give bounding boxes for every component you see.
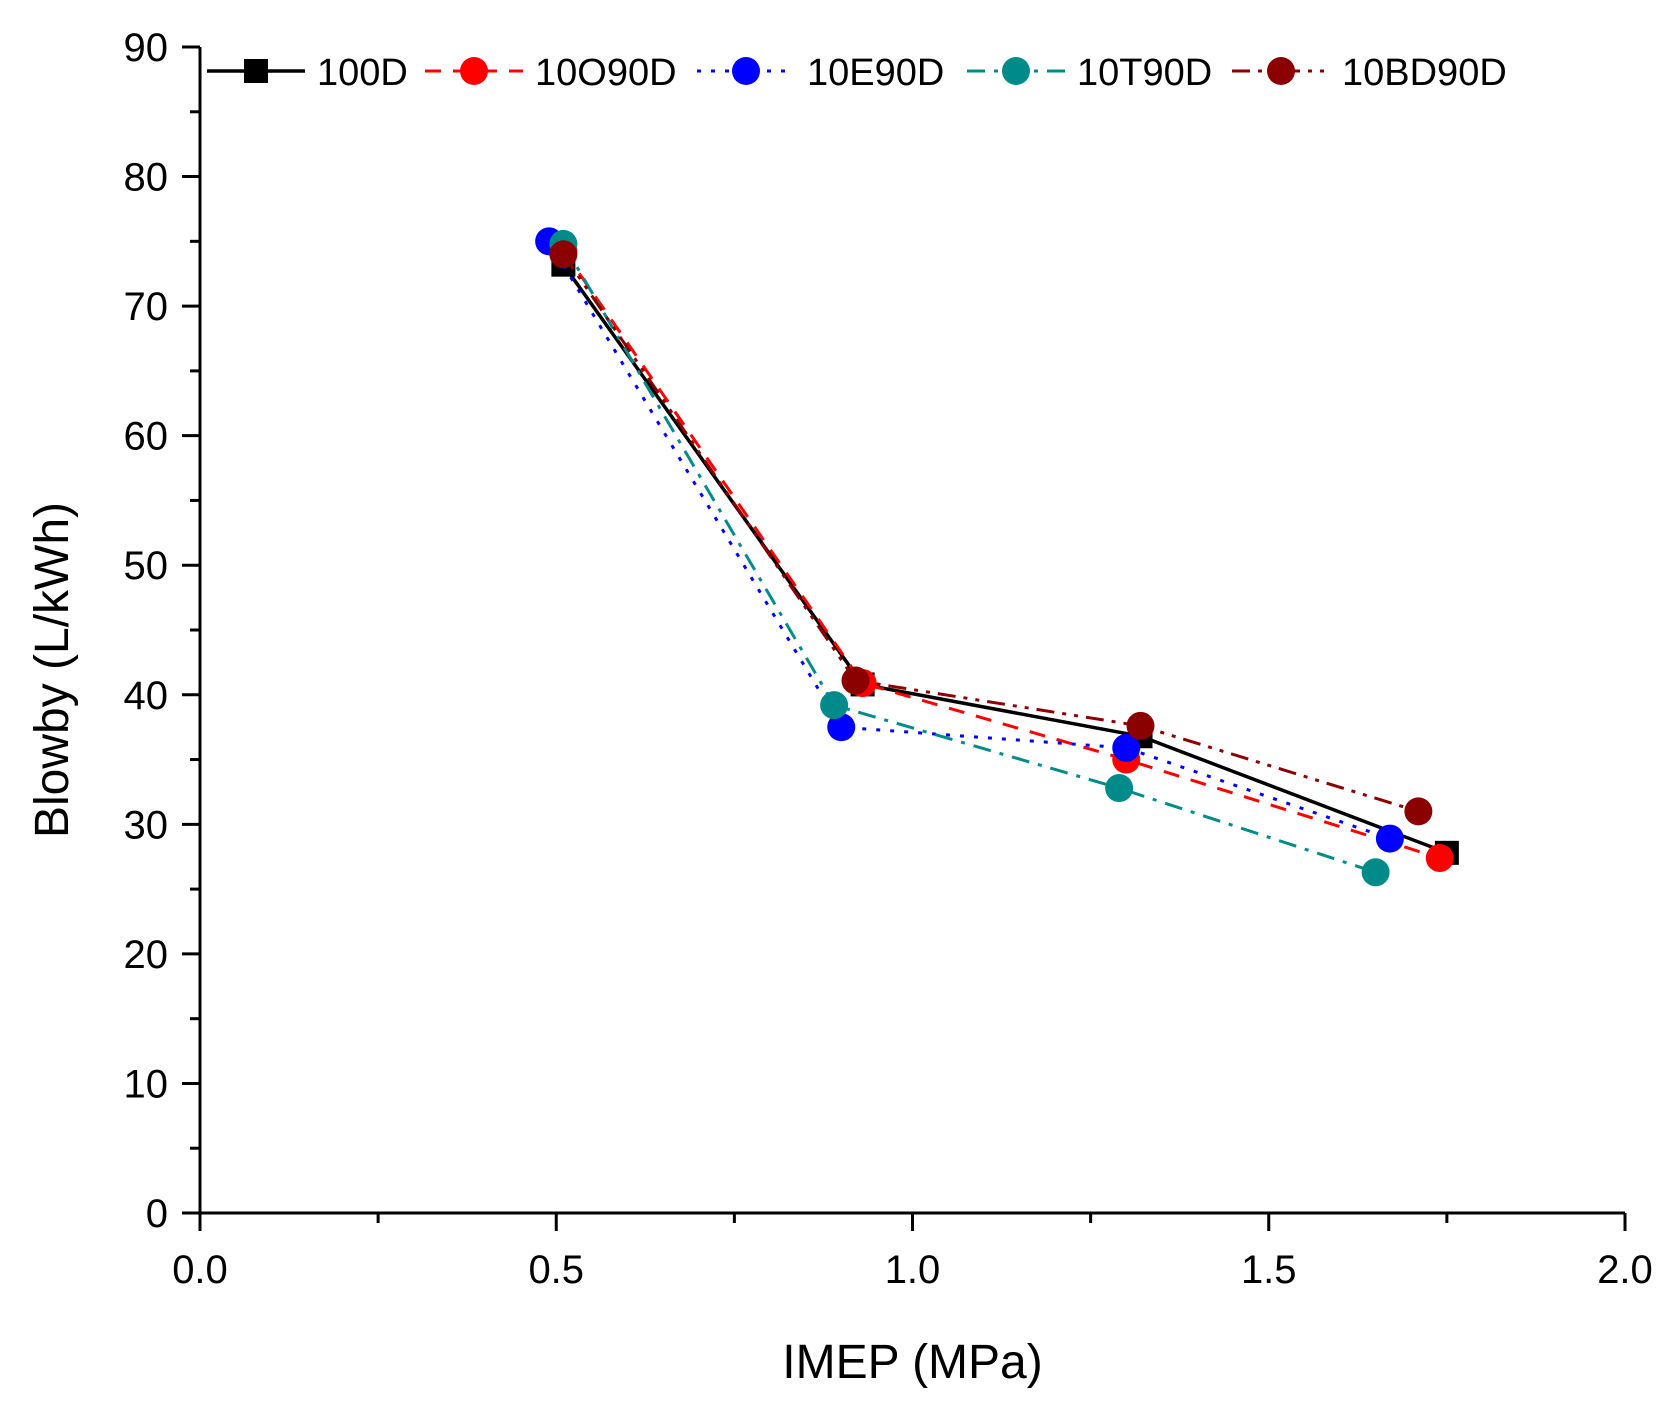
legend-item-10e90d: 10E90D xyxy=(697,52,944,94)
series-line xyxy=(562,253,1419,813)
legend-marker xyxy=(732,57,760,85)
data-point xyxy=(841,666,870,695)
series xyxy=(535,227,1459,887)
series-line xyxy=(561,263,1448,855)
legend-label: 10T90D xyxy=(1077,52,1212,94)
y-tick-label: 20 xyxy=(124,933,169,977)
legend-marker xyxy=(1267,57,1295,85)
series-100d xyxy=(551,252,1459,865)
axes: 0 10 20 30 40 50 60 70 80 90 0.0 0.5 1.0 1.5 2.0 xyxy=(124,26,1653,1292)
x-tick-label: 0.0 xyxy=(172,1248,228,1292)
series-10bd90d xyxy=(549,240,1433,826)
series-line xyxy=(562,249,1441,860)
data-point xyxy=(549,240,578,269)
y-axis-title: Blowby (L/kWh) xyxy=(26,502,79,838)
legend-marker xyxy=(460,57,488,85)
data-point xyxy=(1375,824,1404,853)
legend-item-10bd90d: 10BD90D xyxy=(1232,52,1507,94)
data-point xyxy=(1126,711,1155,740)
x-axis-title: IMEP (MPa) xyxy=(782,1336,1042,1389)
x-tick-label: 0.5 xyxy=(528,1248,584,1292)
data-point xyxy=(1425,844,1454,873)
series-10o90d xyxy=(549,236,1454,873)
y-tick-label: 30 xyxy=(124,803,169,847)
data-point xyxy=(827,713,856,742)
y-tick-label: 90 xyxy=(124,26,169,70)
x-tick-label: 2.0 xyxy=(1597,1248,1653,1292)
legend-item-10o90d: 10O90D xyxy=(425,52,677,94)
legend-item-10t90d: 10T90D xyxy=(967,52,1212,94)
y-tick-label: 0 xyxy=(146,1192,168,1236)
data-point xyxy=(1404,797,1433,826)
data-point xyxy=(820,691,849,720)
x-tick-label: 1.5 xyxy=(1241,1248,1297,1292)
legend-label: 10BD90D xyxy=(1342,52,1507,94)
legend-item-100d: 100D xyxy=(207,52,408,94)
legend-marker xyxy=(244,59,268,83)
series-line xyxy=(547,240,1391,841)
y-tick-label: 10 xyxy=(124,1062,169,1106)
y-tick-label: 80 xyxy=(124,156,169,200)
x-tick-label: 1.0 xyxy=(885,1248,941,1292)
data-point xyxy=(1112,733,1141,762)
y-tick-label: 60 xyxy=(124,415,169,459)
series-10t90d xyxy=(549,229,1390,887)
y-tick-label: 50 xyxy=(124,544,169,588)
legend-label: 100D xyxy=(317,52,408,94)
y-tick-label: 40 xyxy=(124,674,169,718)
y-tick-label: 70 xyxy=(124,285,169,329)
series-line xyxy=(562,243,1377,874)
data-point xyxy=(1105,774,1134,803)
legend-marker xyxy=(1002,57,1030,85)
legend-label: 10E90D xyxy=(807,52,944,94)
series-10e90d xyxy=(535,227,1404,853)
legend-label: 10O90D xyxy=(535,52,677,94)
data-point xyxy=(1361,858,1390,887)
legend: 100D 10O90D 10E90D 10T90D 10BD90D xyxy=(207,52,1507,94)
